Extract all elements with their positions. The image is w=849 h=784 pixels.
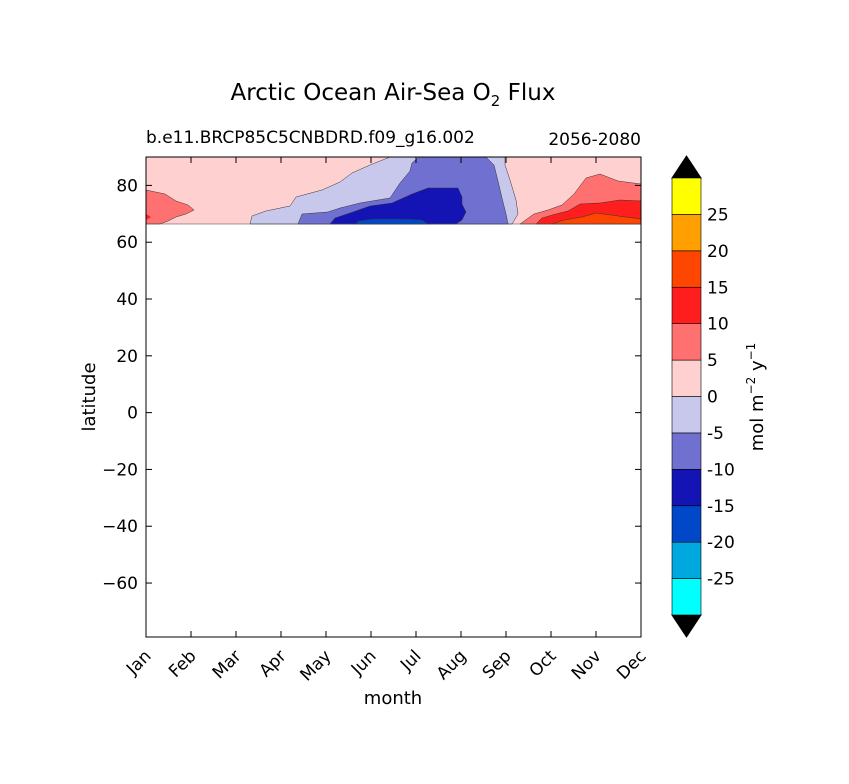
y-tick-label: 20 — [116, 347, 138, 367]
colorbar-label: mol m−2 y−1 — [744, 343, 768, 452]
x-tick-label: Jan — [122, 646, 155, 679]
colorbar-extend-min — [671, 614, 702, 638]
chart-subtitle-right: 2056-2080 — [548, 130, 641, 150]
y-tick-label: −20 — [102, 460, 138, 480]
contour-band-0-to-5-sep — [518, 157, 540, 224]
colorbar-swatch — [671, 359, 702, 397]
colorbar-swatch — [671, 214, 702, 252]
chart-title: Arctic Ocean Air-Sea O2 Flux — [231, 80, 556, 110]
colorbar-swatch — [671, 505, 702, 543]
title-subscript: 2 — [491, 92, 501, 110]
x-tick-label: Jun — [347, 646, 381, 680]
contour-band-minus15-to-minus10 — [329, 187, 467, 225]
x-axis-label: month — [364, 688, 422, 709]
plot-area: Jan Feb Mar Apr May Jun Jul Aug Sep Oct Nov Dec 80 6… — [102, 156, 651, 685]
x-tick-label: Feb — [165, 646, 200, 681]
colorbar-swatch — [671, 469, 702, 507]
colorbar-tick-label: -25 — [707, 570, 735, 590]
contour-fill — [145, 156, 642, 225]
colorbar-tick-label: 5 — [707, 351, 718, 371]
y-axis: 80 60 40 20 0 −20 −40 −60 — [102, 176, 641, 594]
colorbar-swatch — [671, 177, 702, 215]
chart-subtitle-left: b.e11.BRCP85C5CNBDRD.f09_g16.002 — [146, 128, 475, 148]
x-tick-label: Mar — [209, 646, 246, 683]
x-tick-label: Nov — [568, 646, 606, 684]
x-tick-label: Aug — [433, 646, 471, 684]
x-tick-label: Jul — [396, 646, 425, 675]
colorbar-swatch — [671, 396, 702, 434]
contour-band-minus20-to-minus15 — [355, 218, 429, 225]
y-tick-label: 60 — [116, 233, 138, 253]
colorbar-tick-label: 20 — [707, 242, 729, 262]
colorbar-tick-label: -20 — [707, 533, 735, 553]
colorbar-extend-max — [671, 155, 702, 179]
colorbar-tick-label: 0 — [707, 388, 718, 408]
colorbar-tick-label: -10 — [707, 460, 735, 480]
x-tick-label: Sep — [479, 646, 516, 683]
y-tick-label: −40 — [102, 517, 138, 537]
colorbar-tick-label: -5 — [707, 424, 724, 444]
x-tick-label: May — [297, 646, 336, 685]
colorbar-tick-label: -15 — [707, 497, 735, 517]
colorbar-swatch — [671, 250, 702, 288]
colorbar-swatch — [671, 323, 702, 361]
y-axis-label: latitude — [79, 362, 100, 431]
colorbar-tick-label: 15 — [707, 278, 729, 298]
colorbar-swatch — [671, 578, 702, 616]
colorbar: -25 -20 -15 -10 -5 0 5 10 15 20 25 — [671, 155, 735, 638]
y-tick-label: 80 — [116, 176, 138, 196]
plot-frame — [145, 156, 642, 638]
colorbar-swatch — [671, 541, 702, 579]
contour-band-10-to-15-jan — [146, 214, 151, 220]
x-tick-label: Oct — [526, 646, 561, 681]
colorbar-tick-label: 10 — [707, 315, 729, 335]
y-tick-label: −60 — [102, 574, 138, 594]
x-tick-label: Dec — [613, 646, 650, 683]
colorbar-tick-label: 25 — [707, 205, 729, 225]
y-tick-label: 0 — [127, 404, 138, 424]
y-tick-label: 40 — [116, 290, 138, 310]
x-tick-label: Apr — [256, 646, 291, 681]
colorbar-swatch — [671, 432, 702, 470]
colorbar-swatch — [671, 286, 702, 324]
